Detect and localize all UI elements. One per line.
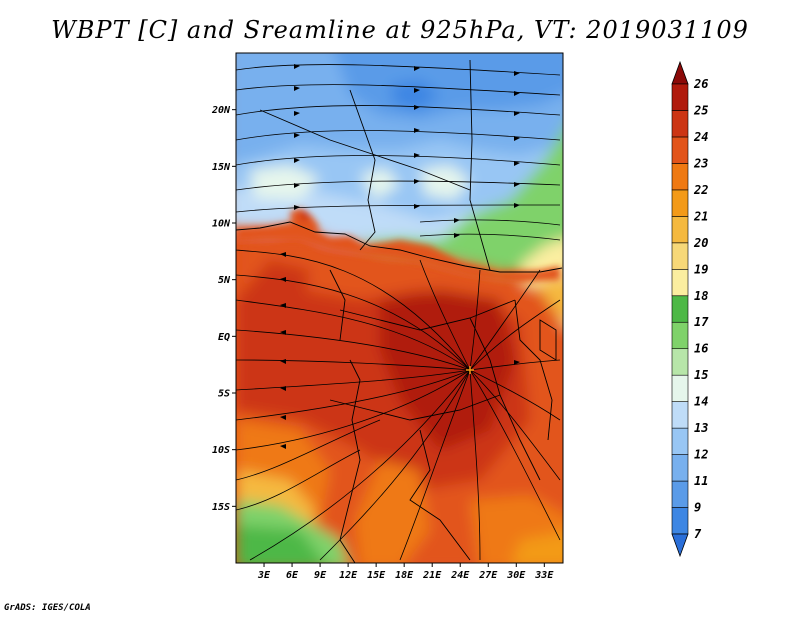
- colorbar-swatch: [671, 295, 689, 323]
- colorbar: 7 9 11 12 13 14 15 16 17 18 19 20 21 22 23 24 25 26: [671, 60, 709, 558]
- streamlines: [236, 64, 561, 561]
- colorbar-label: 17: [694, 315, 709, 329]
- colorbar-label: 18: [694, 289, 708, 303]
- colorbar-label: 19: [694, 262, 708, 276]
- colorbar-swatch: [671, 136, 689, 164]
- colorbar-swatch: [671, 189, 689, 217]
- colorbar-swatch: [671, 507, 689, 535]
- colorbar-min-arrow: [671, 533, 689, 558]
- wbpt-field: [236, 53, 563, 563]
- streamline-arrows: [280, 64, 520, 449]
- colorbar-swatch: [671, 83, 689, 111]
- colorbar-swatch: [671, 216, 689, 244]
- convergence-center: [466, 366, 474, 374]
- y-tick-label: 10N: [212, 219, 231, 230]
- y-tick-label: 15S: [212, 502, 230, 513]
- plot-frame: [235, 52, 564, 564]
- x-tick-label: 9E: [314, 570, 327, 581]
- colorbar-max-arrow: [671, 60, 689, 85]
- x-tick-label: 3E: [257, 570, 271, 581]
- colorbar-swatch: [671, 242, 689, 270]
- map-title: WBPT [C] and Sreamline at 925hPa, VT: 20…: [51, 16, 749, 44]
- colorbar-swatch: [671, 374, 689, 402]
- x-tick-label: 18E: [395, 570, 414, 581]
- colorbar-swatch: [671, 163, 689, 191]
- colorbar-swatch: [671, 348, 689, 376]
- colorbar-label: 7: [694, 527, 702, 541]
- colorbar-label: 25: [693, 103, 708, 117]
- colorbar-swatch: [671, 401, 689, 429]
- colorbar-swatch: [671, 321, 689, 350]
- y-tick-label: 10S: [212, 445, 230, 456]
- colorbar-label: 23: [693, 156, 708, 170]
- colorbar-label: 13: [694, 421, 708, 435]
- x-tick-label: 21E: [422, 570, 442, 581]
- y-tick-label: EQ: [218, 332, 230, 343]
- x-tick-label: 6E: [286, 570, 299, 581]
- colorbar-label: 9: [694, 501, 701, 515]
- colorbar-swatch: [671, 454, 689, 482]
- colorbar-label: 15: [694, 368, 708, 382]
- x-tick-label: 33E: [534, 570, 554, 581]
- colorbar-swatch: [671, 268, 689, 297]
- colorbar-label: 11: [694, 474, 708, 488]
- y-tick-label: 5S: [218, 389, 230, 400]
- colorbar-label: 21: [693, 209, 708, 223]
- colorbar-swatch: [671, 427, 689, 455]
- credit-label: GrADS: IGES/COLA: [4, 603, 91, 613]
- y-tick-label: 15N: [212, 162, 231, 173]
- colorbar-label: 12: [694, 448, 708, 462]
- x-tick-label: 27E: [478, 570, 498, 581]
- colorbar-label: 24: [693, 130, 708, 144]
- colorbar-label: 22: [693, 183, 708, 197]
- x-tick-label: 30E: [506, 570, 526, 581]
- x-tick-label: 15E: [367, 570, 386, 581]
- colorbar-label: 26: [693, 77, 708, 91]
- colorbar-swatch: [671, 480, 689, 508]
- x-axis: 3E 6E 9E 12E 15E 18E 21E 24E 27E 30E 33E: [257, 563, 554, 581]
- y-tick-label: 20N: [211, 105, 231, 116]
- colorbar-label: 20: [693, 236, 708, 250]
- x-tick-label: 24E: [450, 570, 470, 581]
- colorbar-label: 14: [694, 395, 708, 409]
- colorbar-swatch: [671, 110, 689, 138]
- y-tick-label: 5N: [218, 275, 231, 286]
- colorbar-label: 16: [694, 342, 708, 356]
- x-tick-label: 12E: [339, 570, 358, 581]
- y-axis: 20N 15N 10N 5N EQ 5S 10S 15S: [211, 105, 236, 513]
